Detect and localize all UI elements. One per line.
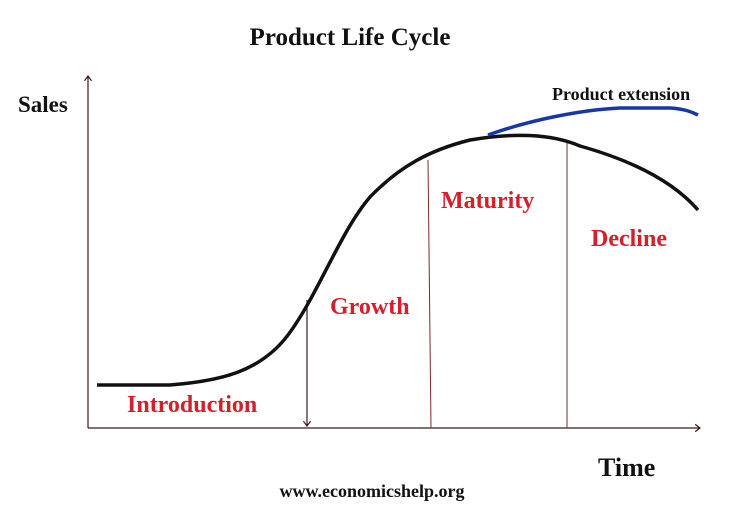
stage-label: Maturity (441, 188, 534, 214)
extension-label: Product extension (552, 84, 690, 104)
stage-label: Introduction (127, 392, 257, 418)
stage-label: Decline (591, 226, 667, 252)
x-axis-label: Time (598, 453, 655, 482)
y-axis-label: Sales (18, 92, 68, 117)
life-cycle-curve (97, 133, 700, 387)
extension-curve (487, 106, 699, 137)
stage-label: Growth (330, 294, 410, 320)
source: www.economicshelp.org (280, 481, 465, 501)
title: Product Life Cycle (250, 24, 451, 51)
divider (427, 159, 432, 429)
